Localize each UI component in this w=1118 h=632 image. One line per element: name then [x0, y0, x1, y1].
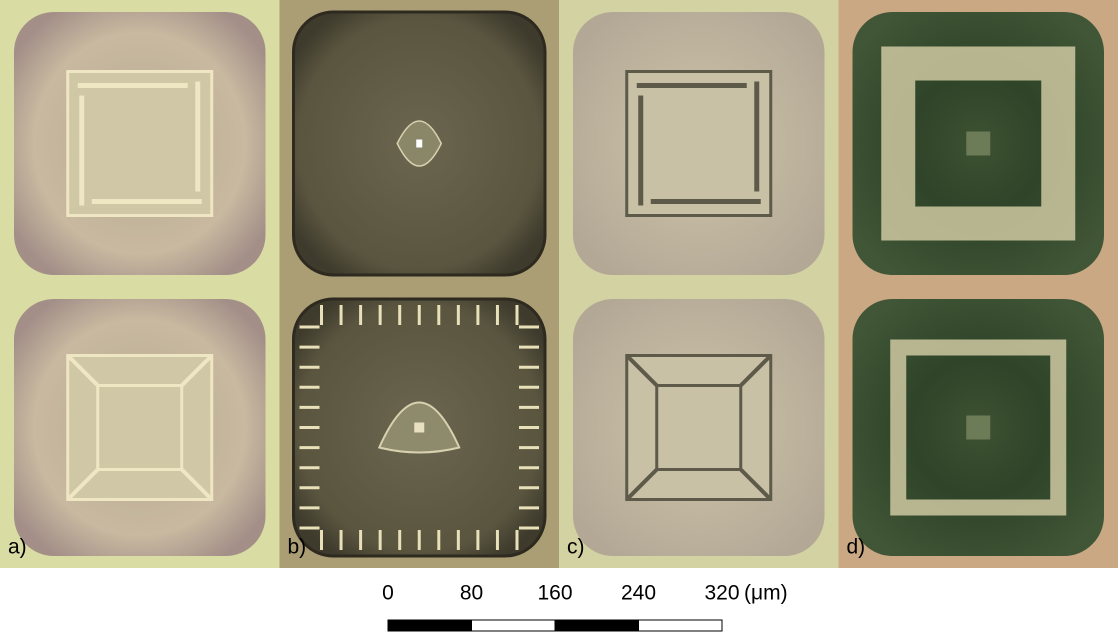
panel-label: c) — [567, 536, 585, 559]
figure: a) b) c) d) 0 80 160 240 320(μm) — [0, 0, 1118, 632]
micrograph: c) — [559, 287, 839, 568]
center — [414, 423, 424, 433]
scale-bar: 0 80 160 240 320(μm) — [382, 582, 787, 631]
scale-tick-label: 0 — [382, 582, 394, 605]
scale-segment — [639, 620, 723, 631]
panels: a) b) c) d) — [0, 0, 1118, 568]
scale-segment — [388, 620, 472, 631]
micrograph — [0, 0, 280, 287]
panel-label: d) — [847, 536, 866, 559]
center — [966, 132, 990, 156]
scale-segment — [472, 620, 556, 631]
scale-segment — [555, 620, 639, 631]
inner-square — [627, 72, 771, 216]
inner-square — [68, 72, 212, 216]
scale-unit: (μm) — [744, 582, 788, 605]
panel-label: a) — [8, 536, 27, 559]
micrograph: d) — [839, 287, 1118, 568]
micrograph — [280, 0, 560, 287]
micrograph: a) — [0, 287, 280, 568]
micrograph: b) — [280, 287, 560, 568]
panel-label: b) — [288, 536, 307, 559]
center — [416, 140, 422, 148]
scale-tick-label: 320 — [704, 582, 739, 605]
micrograph — [839, 0, 1118, 287]
scale-tick-label: 160 — [537, 582, 572, 605]
center — [966, 416, 990, 440]
scale-tick-label: 240 — [621, 582, 656, 605]
scale-tick-label: 80 — [460, 582, 483, 605]
micrograph — [559, 0, 839, 287]
